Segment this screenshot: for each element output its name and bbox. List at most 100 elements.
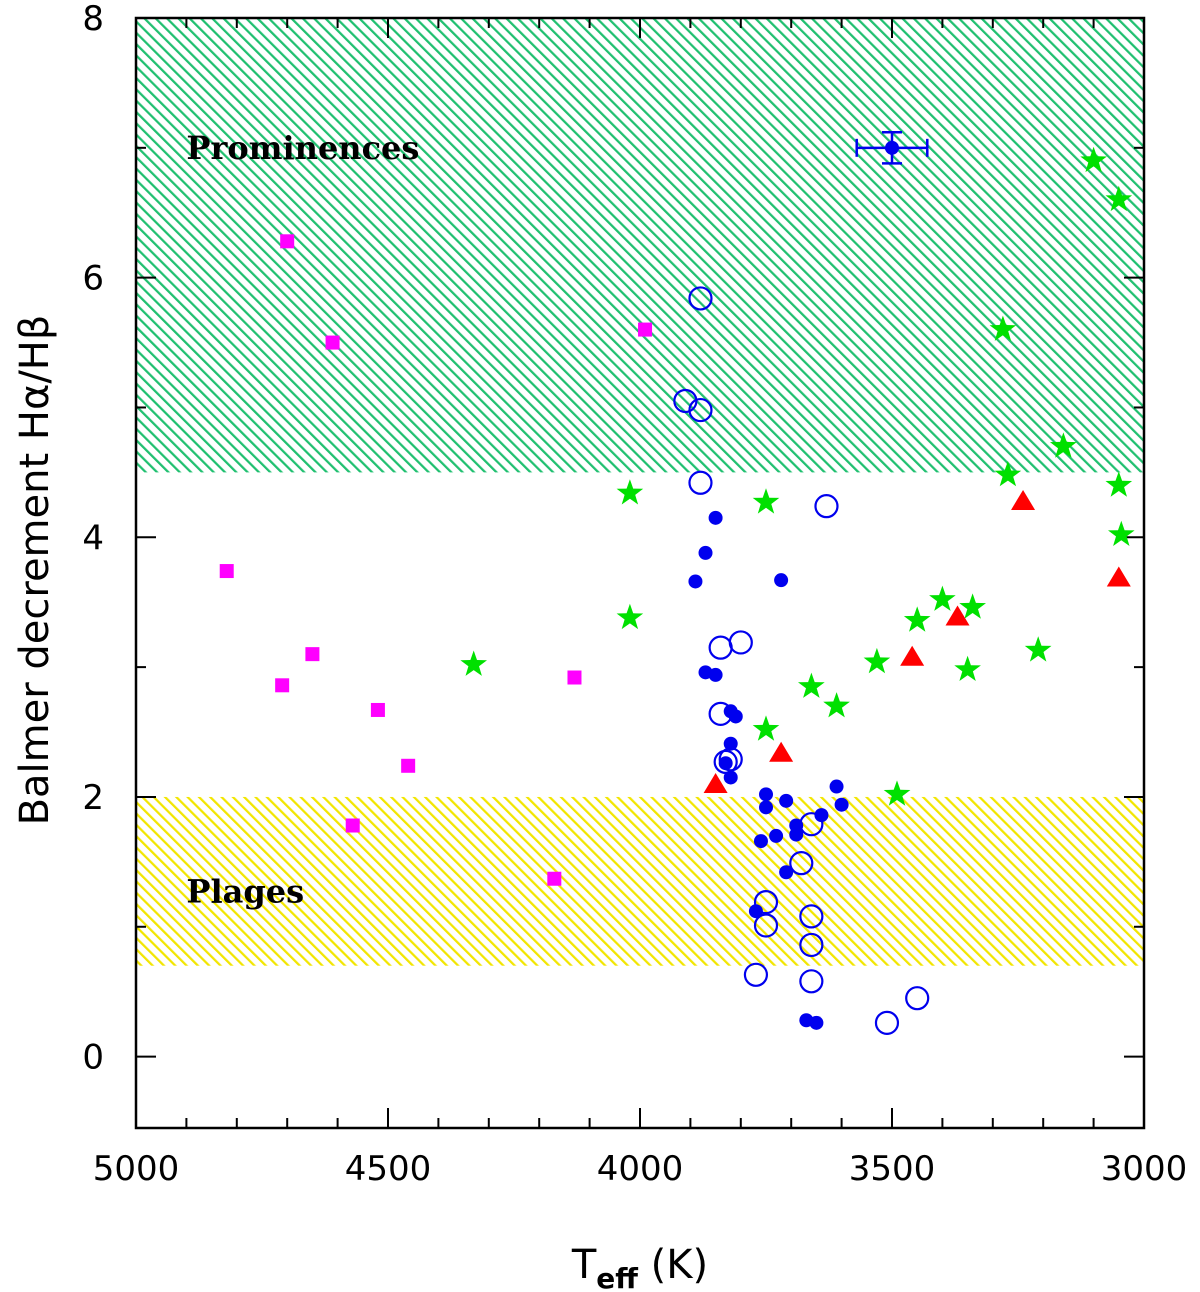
data-point-filled-circle bbox=[834, 797, 849, 812]
data-point-filled-circle bbox=[779, 865, 794, 880]
data-point-open-circle bbox=[753, 913, 779, 938]
data-point-filled-circle bbox=[814, 808, 829, 823]
data-point-square bbox=[345, 818, 360, 833]
data-point-star bbox=[1080, 146, 1107, 173]
shaded-regions bbox=[136, 18, 1144, 966]
data-point-open-circle bbox=[799, 812, 824, 837]
x-tick-label: 3000 bbox=[1101, 1149, 1188, 1189]
data-point-square bbox=[219, 564, 234, 579]
data-point-open-circle bbox=[688, 397, 713, 423]
x-tick-label: 4000 bbox=[597, 1149, 684, 1189]
data-point-triangle bbox=[900, 645, 925, 666]
data-point-square bbox=[638, 322, 653, 337]
data-point-filled-circle bbox=[708, 510, 723, 525]
data-point-triangle bbox=[1011, 489, 1036, 510]
data-point-star bbox=[752, 715, 780, 741]
data-point-star bbox=[616, 479, 644, 505]
data-point-star bbox=[1050, 432, 1077, 458]
x-tick-label: 5000 bbox=[93, 1149, 180, 1189]
data-point-star bbox=[863, 647, 891, 674]
data-point-open-circle bbox=[789, 851, 814, 876]
data-point-filled-circle bbox=[708, 667, 723, 682]
data-point-triangle bbox=[1106, 566, 1131, 587]
data-point-open-circle bbox=[718, 747, 743, 772]
data-point-square bbox=[280, 234, 295, 249]
data-point-star bbox=[959, 593, 986, 619]
data-point-star bbox=[752, 488, 780, 514]
data-point-filled-circle bbox=[759, 800, 773, 815]
data-point-filled-circle bbox=[723, 770, 738, 785]
region-label-plages: Plages bbox=[186, 873, 304, 911]
y-tick-label: 2 bbox=[82, 778, 104, 818]
data-point-filled-circle bbox=[779, 793, 794, 808]
data-point-star bbox=[1105, 185, 1133, 212]
data-point-square bbox=[370, 702, 385, 717]
data-point-triangle bbox=[769, 741, 794, 762]
data-point-star bbox=[616, 603, 644, 630]
data-point-open-circle bbox=[708, 635, 733, 660]
axis-ticks bbox=[135, 17, 1145, 1128]
data-point-star bbox=[883, 780, 911, 806]
data-point-star bbox=[929, 585, 956, 611]
data-point-filled-circle bbox=[753, 834, 768, 849]
y-tick-label: 6 bbox=[82, 259, 104, 299]
data-point-open-circle bbox=[743, 962, 769, 987]
data-point-triangle bbox=[945, 605, 970, 626]
data-point-square bbox=[567, 670, 582, 685]
data-point-filled-circle bbox=[723, 736, 738, 751]
data-point-star bbox=[903, 606, 931, 632]
data-point-star bbox=[798, 672, 825, 698]
x-tick-label: 4500 bbox=[345, 1149, 432, 1189]
data-point-filled-circle bbox=[829, 779, 844, 794]
y-tick-label: 0 bbox=[82, 1038, 104, 1078]
data-point-star bbox=[954, 655, 981, 681]
data-point-open-circle bbox=[713, 749, 738, 774]
plot-frame bbox=[134, 16, 1146, 1130]
data-point-star bbox=[1024, 636, 1052, 662]
data-point-open-circle bbox=[814, 494, 839, 519]
tick-labels: 5000 4500 4000 3500 3000 0 2 4 6 8 bbox=[82, 0, 1187, 1189]
data-point-open-circle bbox=[905, 986, 930, 1011]
data-points bbox=[219, 146, 1135, 1035]
x-axis-title: Teff (K) bbox=[571, 1242, 708, 1292]
data-point-square bbox=[325, 335, 340, 350]
y-tick-label: 4 bbox=[82, 518, 104, 558]
data-point-filled-circle bbox=[789, 827, 804, 842]
error-bar-point bbox=[855, 130, 929, 165]
y-tick-label: 8 bbox=[82, 0, 104, 39]
data-point-star bbox=[989, 315, 1017, 341]
region-prominences bbox=[136, 18, 1144, 473]
region-label-prominences: Prominences bbox=[186, 129, 419, 167]
data-point-square bbox=[305, 647, 320, 662]
data-point-star bbox=[823, 692, 850, 718]
data-point-star bbox=[460, 650, 487, 676]
y-axis-title: Balmer decrement Hα/Hβ bbox=[12, 315, 58, 826]
data-point-open-circle bbox=[728, 630, 753, 655]
data-point-open-circle bbox=[753, 890, 779, 915]
data-point-square bbox=[401, 758, 416, 773]
data-point-open-circle bbox=[708, 701, 733, 726]
highlight-point bbox=[885, 140, 899, 155]
data-point-filled-circle bbox=[698, 545, 713, 560]
data-point-open-circle bbox=[874, 1010, 900, 1035]
data-point-square bbox=[275, 678, 290, 693]
data-point-filled-circle bbox=[774, 573, 789, 588]
data-point-star bbox=[1108, 520, 1135, 546]
x-tick-label: 3500 bbox=[849, 1149, 936, 1189]
data-point-open-circle bbox=[799, 969, 824, 994]
data-point-open-circle bbox=[799, 904, 824, 929]
data-point-square bbox=[547, 871, 562, 886]
data-point-open-circle bbox=[688, 470, 713, 495]
data-point-star bbox=[1105, 471, 1133, 497]
data-point-filled-circle bbox=[809, 1015, 824, 1030]
data-point-filled-circle bbox=[759, 787, 773, 802]
data-point-open-circle bbox=[688, 286, 713, 311]
data-point-filled-circle bbox=[748, 904, 763, 919]
data-point-open-circle bbox=[799, 932, 824, 958]
region-plages bbox=[136, 796, 1144, 966]
data-point-star bbox=[994, 461, 1022, 487]
data-point-filled-circle bbox=[688, 574, 703, 589]
data-point-triangle bbox=[703, 772, 728, 793]
data-point-filled-circle bbox=[769, 828, 784, 843]
